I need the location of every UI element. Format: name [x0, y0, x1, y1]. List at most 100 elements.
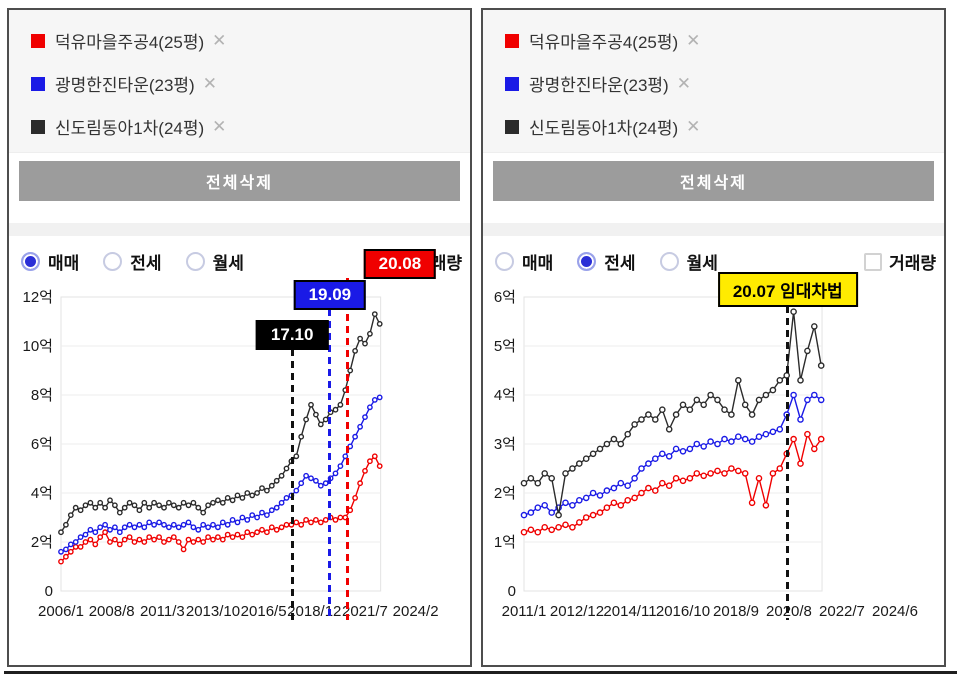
series-name: 신도림동아1차(24평) [55, 119, 205, 138]
radio-sale[interactable]: 매매 [495, 249, 553, 274]
legend-item: 신도림동아1차(24평) ✕ [31, 105, 470, 148]
remove-series-icon[interactable]: ✕ [212, 116, 227, 136]
radio-jeonse[interactable]: 전세 [103, 249, 162, 274]
remove-series-icon[interactable]: ✕ [212, 30, 227, 50]
remove-series-icon[interactable]: ✕ [686, 30, 701, 50]
window-bottom-edge [4, 671, 957, 674]
svg-text:4억: 4억 [31, 485, 53, 502]
legend-item: 덕유마을주공4(25평) ✕ [505, 19, 944, 62]
series-덕유마을주공4(25평) [520, 430, 825, 536]
radio-label: 전세 [130, 253, 162, 273]
series-color-swatch [31, 119, 45, 134]
svg-text:2021/7: 2021/7 [342, 603, 388, 620]
radio-label: 매매 [48, 253, 80, 273]
svg-text:2008/8: 2008/8 [89, 603, 135, 620]
svg-text:2014/11: 2014/11 [603, 603, 656, 620]
radio-icon [21, 251, 40, 271]
remove-series-icon[interactable]: ✕ [686, 116, 701, 136]
svg-text:2024/6: 2024/6 [872, 603, 918, 620]
data-points [520, 308, 825, 519]
event-annotation: 20.07 임대차법 [717, 272, 858, 307]
svg-text:6억: 6억 [31, 436, 53, 453]
svg-text:2016/10: 2016/10 [656, 603, 710, 620]
event-annotation: 19.09 [293, 280, 367, 310]
volume-checkbox[interactable]: 거래량 [864, 249, 936, 274]
y-axis-labels: 0 2억 4억 6억 8억 10억 12억 [23, 289, 54, 600]
data-points [58, 311, 383, 536]
price-chart-sale: 0 2억 4억 6억 8억 10억 12억 2006/1 2008/8 2011/3 2013/10… [9, 274, 470, 640]
radio-icon [577, 251, 597, 271]
chart-panel-sale: 덕유마을주공4(25평) ✕ 광명한진타운(23평) ✕ 신도림동아1차(24평… [7, 8, 472, 667]
series-광명한진타운(23평) [520, 391, 825, 519]
legend-item: 덕유마을주공4(25평) ✕ [31, 19, 470, 62]
series-name: 광명한진타운(23평) [529, 76, 669, 95]
price-chart-jeonse: 0 1억 2억 3억 4억 5억 6억 2011/1 2012/12 2014/11 2016/10… [483, 274, 944, 640]
svg-text:12억: 12억 [23, 289, 54, 306]
radio-monthly[interactable]: 월세 [185, 249, 244, 274]
delete-all-button[interactable]: 전체삭제 [493, 161, 934, 201]
series-name: 광명한진타운(23평) [55, 76, 195, 95]
svg-text:2016/5: 2016/5 [241, 603, 287, 620]
radio-sale[interactable]: 매매 [21, 249, 79, 274]
svg-text:2억: 2억 [31, 534, 53, 551]
chart-svg: 0 2억 4억 6억 8억 10억 12억 2006/1 2008/8 2011/3 2013/10… [23, 289, 439, 620]
svg-text:2011/1: 2011/1 [502, 603, 547, 620]
delete-all-button[interactable]: 전체삭제 [19, 161, 460, 201]
svg-text:2024/2: 2024/2 [393, 603, 439, 620]
x-axis-labels: 2011/12012/122014/112016/102018/92020/82… [502, 603, 918, 620]
legend-item: 광명한진타운(23평) ✕ [505, 62, 944, 105]
radio-jeonse[interactable]: 전세 [577, 249, 636, 274]
radio-icon [103, 251, 123, 271]
series-name: 신도림동아1차(24평) [529, 119, 679, 138]
event-annotation: 20.08 [363, 249, 437, 279]
series-name: 덕유마을주공4(25평) [55, 33, 205, 52]
radio-label: 매매 [522, 253, 554, 273]
series-color-swatch [505, 76, 519, 91]
data-points [58, 394, 383, 555]
svg-text:0: 0 [45, 583, 53, 600]
svg-text:2012/12: 2012/12 [550, 603, 604, 620]
event-annotation: 17.10 [255, 320, 329, 350]
svg-text:1억: 1억 [494, 534, 516, 551]
svg-text:5억: 5억 [494, 338, 516, 355]
radio-icon [495, 251, 514, 271]
event-dashline [328, 309, 332, 620]
legend-item: 신도림동아1차(24평) ✕ [505, 105, 944, 148]
svg-text:2006/1: 2006/1 [38, 603, 84, 620]
svg-text:3억: 3억 [494, 436, 516, 453]
divider-strip [9, 223, 470, 236]
gridlines [524, 345, 823, 543]
radio-monthly[interactable]: 월세 [659, 249, 718, 274]
chart-svg: 0 1억 2억 3억 4억 5억 6억 2011/1 2012/12 2014/11 2016/10… [494, 289, 918, 620]
svg-text:4억: 4억 [494, 387, 516, 404]
series-신도림동아1차(24평) [58, 311, 383, 536]
series-color-swatch [505, 119, 519, 134]
y-axis-labels: 0 1억 2억 3억 4억 5억 6억 [494, 289, 516, 600]
legend-item: 광명한진타운(23평) ✕ [31, 62, 470, 105]
event-dashline [290, 349, 294, 620]
svg-text:2억: 2억 [494, 485, 516, 502]
svg-text:2018/12: 2018/12 [287, 603, 341, 620]
event-dashline [346, 278, 350, 620]
radio-icon [185, 251, 205, 271]
legend-list: 덕유마을주공4(25평) ✕ 광명한진타운(23평) ✕ 신도림동아1차(24평… [9, 10, 470, 153]
svg-text:6억: 6억 [494, 289, 516, 306]
svg-text:2013/10: 2013/10 [186, 603, 240, 620]
remove-series-icon[interactable]: ✕ [676, 73, 691, 93]
price-type-controls: 매매 전세 월세 거래량 [495, 248, 944, 274]
checkbox-icon [864, 252, 883, 271]
series-신도림동아1차(24평) [520, 308, 825, 519]
radio-label: 전세 [604, 253, 636, 273]
remove-series-icon[interactable]: ✕ [202, 73, 217, 93]
data-points [520, 391, 825, 519]
radio-label: 월세 [212, 253, 244, 273]
x-axis-labels: 2006/1 2008/8 2011/3 2013/10 2016/5 2018/12 20… [38, 603, 438, 620]
series-color-swatch [31, 33, 45, 48]
series-color-swatch [505, 33, 519, 48]
radio-icon [659, 251, 679, 271]
svg-text:2022/7: 2022/7 [819, 603, 865, 620]
series-광명한진타운(23평) [58, 394, 383, 555]
svg-text:2018/9: 2018/9 [713, 603, 759, 620]
series-name: 덕유마을주공4(25평) [529, 33, 679, 52]
